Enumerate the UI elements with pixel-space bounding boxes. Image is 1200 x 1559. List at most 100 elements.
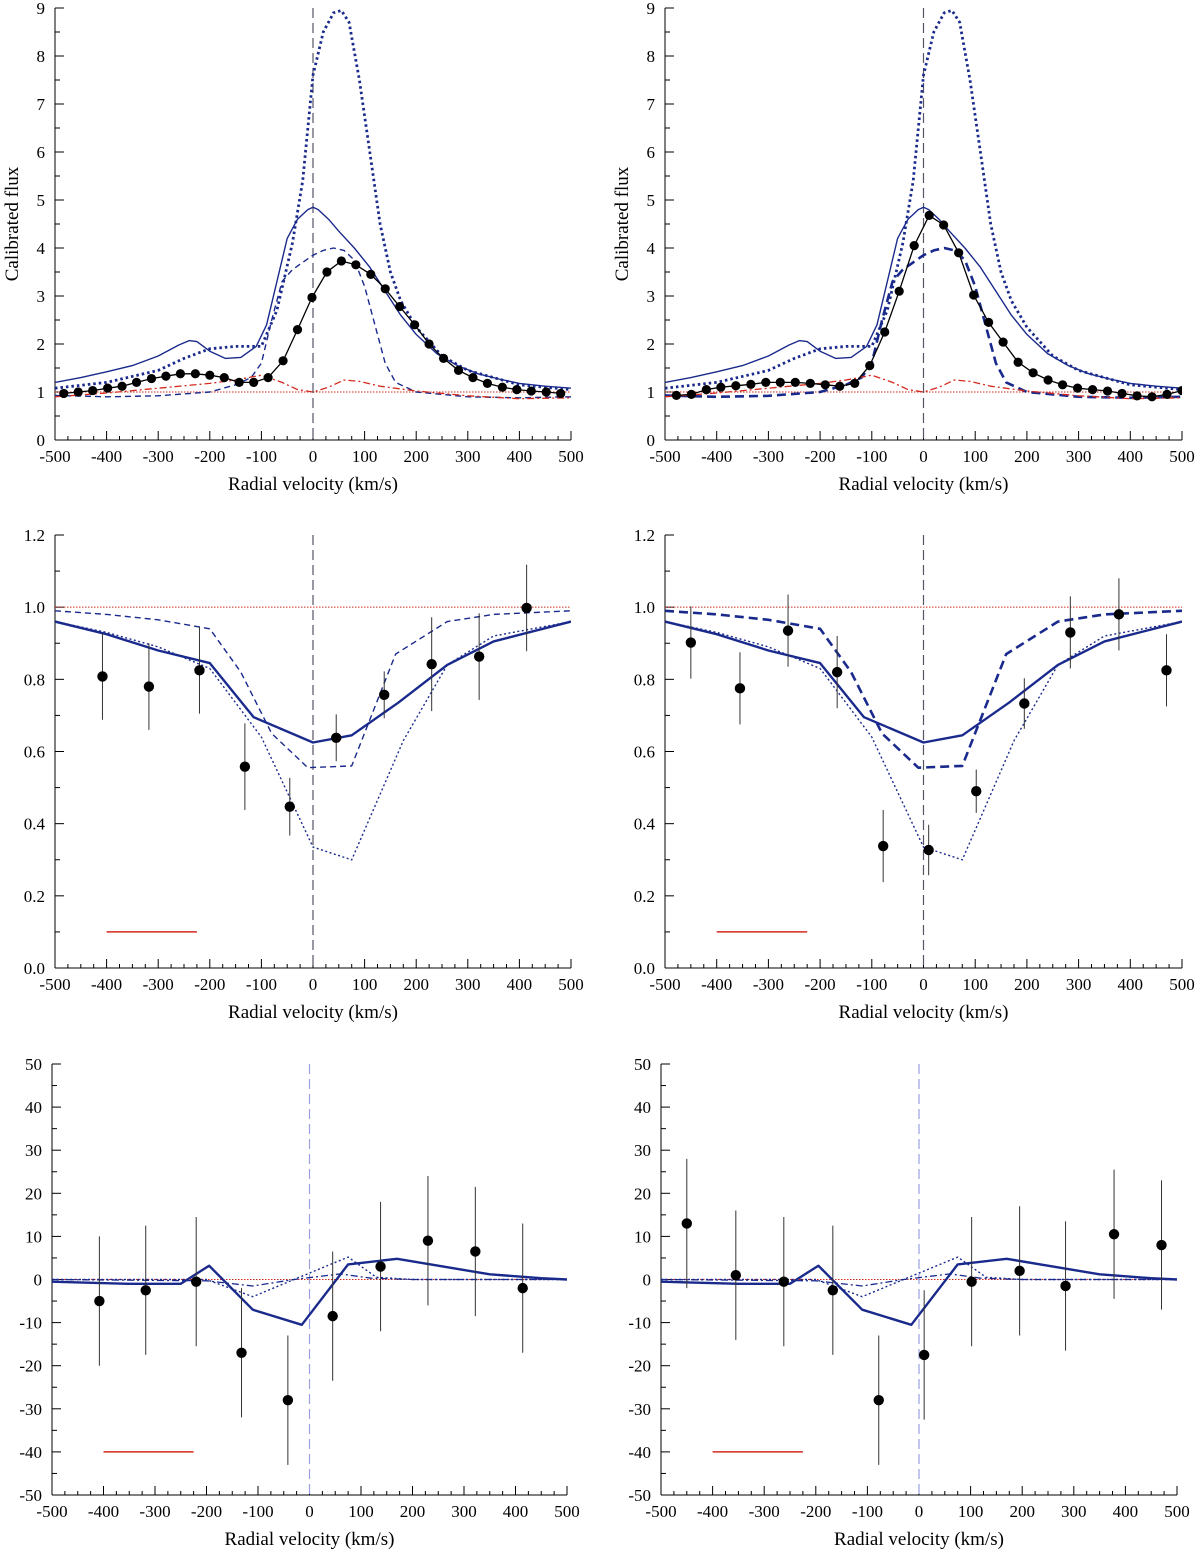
- y-tick-label: -10: [19, 1314, 42, 1333]
- observed-point: [1117, 388, 1127, 399]
- observed-point: [966, 1276, 977, 1287]
- observed-point: [1065, 627, 1076, 638]
- x-tick-label: -100: [856, 447, 887, 466]
- observed-point: [971, 785, 982, 797]
- y-tick-label: 0.8: [634, 670, 655, 689]
- x-tick-label: -400: [91, 447, 122, 466]
- x-tick-label: -500: [36, 1502, 67, 1521]
- x-tick-label: -500: [39, 447, 70, 466]
- y-tick-label: 0: [647, 431, 656, 450]
- x-tick-label: 100: [348, 1502, 374, 1521]
- y-tick-label: 0.4: [24, 815, 46, 834]
- y-tick-label: 9: [37, 0, 46, 18]
- chart-panel-top-left: -500 -400 -300 -200 -100 0 100 200 300 400 500 0 1 2 3…: [2, 0, 584, 495]
- x-tick-label: -300: [143, 447, 174, 466]
- observed-point: [190, 369, 200, 379]
- y-tick-label: 10: [634, 1227, 651, 1246]
- observed-point: [292, 325, 303, 335]
- x-axis-label: Radial velocity (km/s): [839, 1002, 1009, 1023]
- observed-point: [775, 377, 785, 387]
- x-tick-label: 200: [403, 447, 429, 466]
- chart-panel-middle-right: -500 -400 -300 -200 -100 0 100 200 300 400 500 0.0 0…: [634, 526, 1195, 1023]
- x-tick-label: 100: [352, 975, 378, 994]
- observed-point: [482, 378, 493, 388]
- y-tick-label: -40: [19, 1443, 42, 1462]
- chart-panel-bottom-left: -500 -400 -300 -200 -100 0 100 200 300 400 500-50-…: [19, 1055, 579, 1550]
- x-tick-label: 200: [1009, 1502, 1035, 1521]
- x-tick-label: -300: [749, 1502, 780, 1521]
- y-tick-label: 0.2: [24, 887, 45, 906]
- observed-point: [1102, 386, 1113, 396]
- x-tick-label: -200: [191, 1502, 222, 1521]
- observed-point: [395, 301, 405, 312]
- observed-point: [239, 761, 251, 772]
- observed-point: [191, 1276, 202, 1287]
- plot-area: [665, 535, 1182, 968]
- x-tick-label: 0: [305, 1502, 314, 1521]
- observed-point: [375, 1261, 386, 1272]
- observed-point: [143, 681, 155, 692]
- x-tick-label: -400: [697, 1502, 728, 1521]
- x-tick-label: 500: [1164, 1502, 1190, 1521]
- y-tick-label: 2: [647, 335, 656, 354]
- x-tick-label: -400: [701, 975, 732, 994]
- observed-point: [998, 337, 1008, 347]
- observed-point: [517, 1282, 528, 1294]
- observed-point: [219, 373, 229, 383]
- x-tick-label: -100: [852, 1502, 883, 1521]
- observed-point: [117, 381, 127, 391]
- y-tick-label: 20: [25, 1184, 42, 1203]
- observed-point: [73, 387, 83, 397]
- y-tick-label: 4: [647, 239, 656, 258]
- y-tick-label: -40: [628, 1443, 651, 1462]
- observed-point: [880, 327, 890, 337]
- observed-point: [194, 665, 205, 676]
- y-tick-label: 8: [37, 47, 46, 66]
- observed-point: [327, 1310, 338, 1322]
- observed-point: [426, 658, 437, 670]
- y-tick-label: 9: [647, 0, 656, 18]
- observed-point: [468, 373, 478, 383]
- y-tick-label: 4: [37, 239, 46, 258]
- observed-line: [63, 260, 561, 395]
- y-tick-label: 6: [37, 143, 46, 162]
- observed-point: [453, 365, 464, 375]
- observed-point: [1087, 385, 1098, 395]
- observed-point: [88, 385, 98, 396]
- x-tick-label: -500: [649, 447, 680, 466]
- y-tick-label: 1: [37, 383, 46, 402]
- x-tick-label: -100: [242, 1502, 273, 1521]
- observed-point: [526, 386, 536, 396]
- observed-point: [351, 260, 361, 270]
- x-tick-label: -200: [805, 975, 836, 994]
- model-dotted-line: [665, 620, 1182, 861]
- plot-area: [661, 1064, 1177, 1495]
- observed-point: [923, 844, 934, 856]
- model-solid-line: [55, 620, 571, 744]
- observed-point: [94, 1295, 105, 1307]
- model-dashed-line: [52, 1273, 567, 1287]
- chart-panel-bottom-right: -500 -400 -300 -200 -100 0 100 200 300 400 500-50-…: [628, 1055, 1189, 1550]
- y-axis-label: Calibrated flux: [612, 166, 633, 281]
- y-tick-label: -30: [19, 1400, 42, 1419]
- observed-point: [954, 248, 964, 258]
- observed-line: [676, 214, 1182, 398]
- observed-point: [422, 1235, 434, 1246]
- y-tick-label: 0: [34, 1271, 43, 1290]
- observed-point: [336, 256, 346, 266]
- x-tick-label: 300: [451, 1502, 477, 1521]
- observed-point: [701, 385, 711, 395]
- x-tick-label: -300: [143, 975, 174, 994]
- observed-point: [686, 389, 696, 399]
- x-tick-label: -300: [753, 975, 784, 994]
- plot-area: [55, 8, 571, 440]
- observed-point: [307, 292, 317, 303]
- observed-point: [59, 388, 69, 399]
- x-tick-label: -100: [246, 975, 277, 994]
- x-axis-label: Radial velocity (km/s): [834, 1529, 1004, 1550]
- model-dashed-line: [665, 609, 1182, 770]
- observed-point: [410, 320, 420, 330]
- x-axis-label: Radial velocity (km/s): [228, 474, 398, 495]
- observed-point: [685, 637, 697, 648]
- y-tick-label: 6: [647, 143, 656, 162]
